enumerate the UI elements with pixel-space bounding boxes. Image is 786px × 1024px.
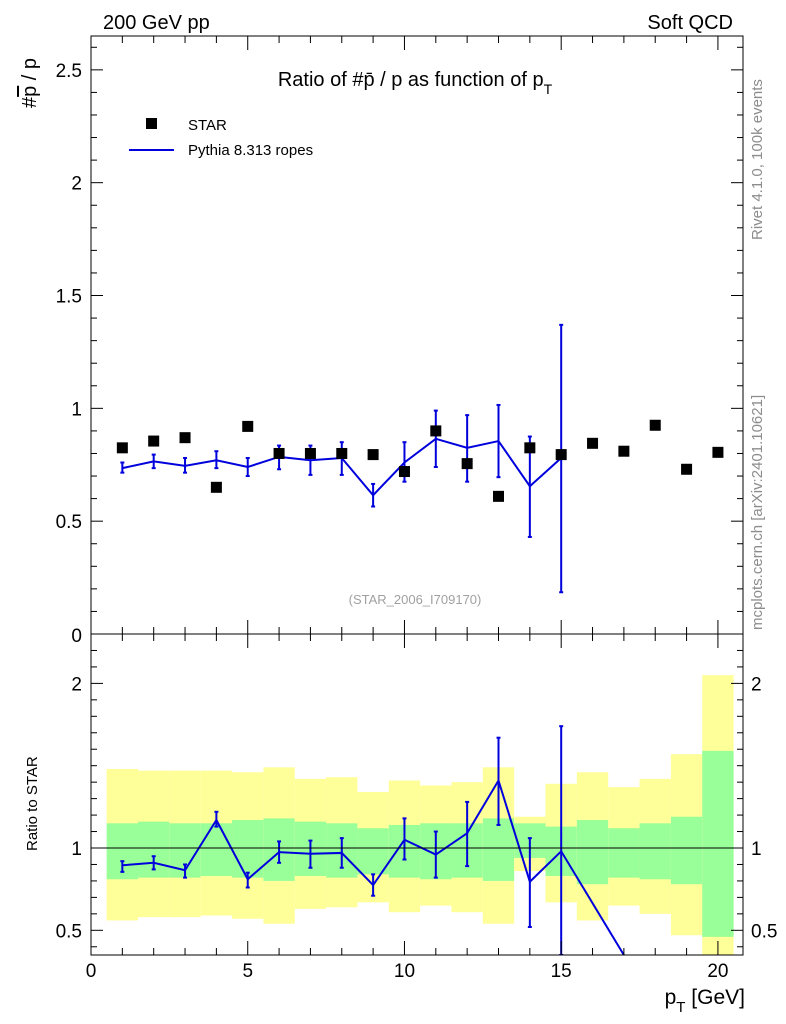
green-band-segment [232,820,264,878]
x-tick-label: 15 [551,961,572,982]
star-data-point [649,419,661,431]
star-data-point [524,442,536,454]
ratio-y-tick-label: 0.5 [56,921,82,942]
mcplots-label: mcplots.cern.ch [arXiv:2401.10621] [749,395,766,630]
legend: STAR Pythia 8.313 ropes [129,117,313,159]
ratio-y-tick-label: 2 [71,674,82,695]
legend-star-label: STAR [188,117,227,134]
main-axes: 0.5 1 1.5 2 2.5 0 [56,36,743,647]
main-y-tick-label: 2.5 [56,61,82,82]
green-band-segment [482,818,515,881]
ratio-clipped-group [120,725,625,955]
ratio-line [122,778,625,955]
star-data-point [367,449,379,461]
green-band-segment [670,816,703,885]
star-data-point [336,447,348,459]
star-data-point [493,490,504,502]
star-data-point [681,463,693,475]
main-y-tick-label: 0.5 [56,512,82,533]
main-y-tick-label: 1.5 [56,287,82,308]
star-data-point [304,447,316,459]
star-data-point [242,420,254,432]
main-y-axis-label: #p / p [19,58,41,108]
green-band-segment [576,820,609,885]
header-left: 200 GeV pp [103,12,210,34]
star-data-point [712,446,724,458]
rivet-version-label: Rivet 4.1.0, 100k events [749,79,766,240]
green-band-segment [200,823,233,876]
star-data-point [398,466,410,478]
ratio-axes: 0.5 0.51 12 20 5 10 15 20 [56,634,777,982]
green-band-segment [639,823,671,880]
x-axis-label: pT [GeV] [665,986,745,1016]
x-tick-label: 20 [707,961,728,982]
star-data-point [116,442,128,454]
green-band-segment [357,828,389,875]
main-y-tick-label: 2 [71,174,82,195]
ratio-frame [90,633,744,956]
legend-mc-label: Pythia 8.313 ropes [188,142,313,159]
ratio-y-tick-label-right: 2 [751,674,762,695]
main-y-origin-label: 0 [71,626,82,647]
star-data-point [430,425,442,437]
main-title: Ratio of #p̄ / p as function of pT [278,69,553,97]
header-right: Soft QCD [647,12,733,34]
main-data-layer [116,323,724,594]
star-data-point [148,435,160,447]
ratio-y-tick-label: 1 [71,839,82,860]
ratio-y-tick-label-right: 0.5 [751,921,777,942]
ratio-y-axis-label: Ratio to STAR [24,756,41,851]
ratio-y-tick-label-right: 1 [751,839,762,860]
green-band-segment [608,828,640,878]
x-tick-label: 0 [86,961,97,982]
main-y-tick-label: 1 [71,399,82,420]
x-tick-label: 5 [242,961,253,982]
star-data-point [210,481,222,493]
ratio-data-layer [120,725,625,955]
star-data-point [179,432,191,444]
star-data-point [618,445,630,457]
ratio-uncertainty-bands [106,675,734,955]
x-tick-label: 10 [394,961,415,982]
legend-star-marker [146,118,157,129]
star-data-point [273,447,285,459]
analysis-tag: (STAR_2006_I709170) [349,592,482,607]
star-data-point [555,449,567,461]
star-data-point [587,437,599,449]
green-band-segment [702,750,734,937]
star-data-point [461,458,473,470]
